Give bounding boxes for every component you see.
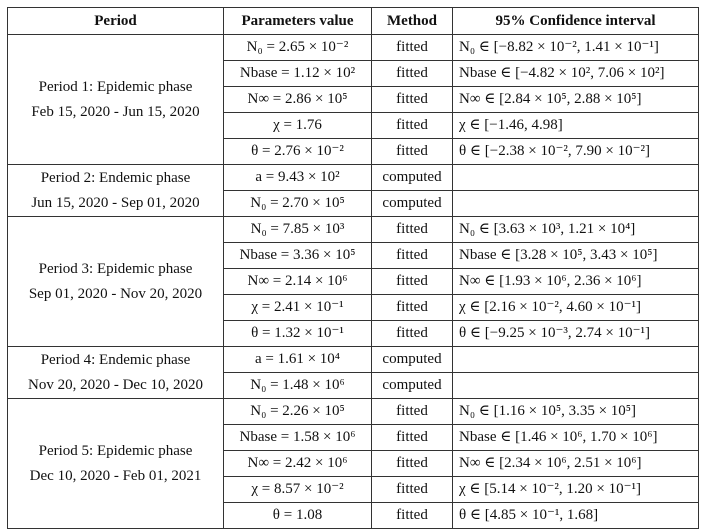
confidence-interval-cell: Nbase ∈ [−4.82 × 10², 7.06 × 10²] [452,60,699,87]
table-body: Period 1: Epidemic phase Feb 15, 2020 - J… [7,34,699,529]
table-row: Period 4: Endemic phase Nov 20, 2020 - De… [7,346,699,399]
period-name: Period 5: Epidemic phase [38,442,193,459]
table-row: θ = 2.76 × 10⁻² fitted θ ∈ [−2.38 × 10⁻², … [8,138,699,165]
table-row: N₀ = 2.70 × 10⁵ computed [8,190,699,217]
method-cell: fitted [371,476,453,503]
period-name: Period 4: Endemic phase [40,351,191,368]
confidence-interval-cell: N₀ ∈ [3.63 × 10³, 1.21 × 10⁴] [452,216,699,243]
header-parameters-value: Parameters value [223,7,372,35]
method-cell: fitted [371,242,453,269]
parameter-value-cell: χ = 8.57 × 10⁻² [223,476,372,503]
parameter-value-cell: χ = 2.41 × 10⁻¹ [223,294,372,321]
parameter-value-cell: a = 1.61 × 10⁴ [223,346,372,373]
parameter-value-cell: Nbase = 1.12 × 10² [223,60,372,87]
method-cell: computed [371,346,453,373]
header-period: Period [7,7,224,35]
period-name: Period 2: Endemic phase [40,169,191,186]
parameter-value-cell: N∞ = 2.86 × 10⁵ [223,86,372,113]
header-method: Method [371,7,453,35]
method-cell: fitted [371,34,453,61]
confidence-interval-cell: N₀ ∈ [−8.82 × 10⁻², 1.41 × 10⁻¹] [452,34,699,61]
confidence-interval-cell: θ ∈ [−9.25 × 10⁻³, 2.74 × 10⁻¹] [452,320,699,347]
confidence-interval-cell: N∞ ∈ [2.34 × 10⁶, 2.51 × 10⁶] [452,450,699,477]
method-cell: fitted [371,320,453,347]
parameter-value-cell: χ = 1.76 [223,112,372,139]
method-cell: fitted [371,216,453,243]
period-name: Period 3: Epidemic phase [38,260,193,277]
period-cell: Period 2: Endemic phase Jun 15, 2020 - Se… [7,164,224,217]
confidence-interval-cell: χ ∈ [2.16 × 10⁻², 4.60 × 10⁻¹] [452,294,699,321]
period-dates: Jun 15, 2020 - Sep 01, 2020 [31,194,200,211]
header-confidence-interval: 95% Confidence interval [452,7,699,35]
method-cell: fitted [371,398,453,425]
period-dates: Nov 20, 2020 - Dec 10, 2020 [28,376,203,393]
confidence-interval-cell [452,372,699,399]
parameter-value-cell: N₀ = 2.70 × 10⁵ [223,190,372,217]
method-cell: fitted [371,424,453,451]
method-cell: fitted [371,86,453,113]
method-cell: fitted [371,268,453,295]
confidence-interval-cell [452,164,699,191]
confidence-interval-cell: Nbase ∈ [1.46 × 10⁶, 1.70 × 10⁶] [452,424,699,451]
method-cell: computed [371,164,453,191]
method-cell: computed [371,190,453,217]
parameter-value-cell: Nbase = 1.58 × 10⁶ [223,424,372,451]
table-row: Period 3: Epidemic phase Sep 01, 2020 - N… [7,216,699,347]
period-dates: Dec 10, 2020 - Feb 01, 2021 [29,467,202,484]
parameter-value-cell: Nbase = 3.36 × 10⁵ [223,242,372,269]
parameters-table: Period Parameters value Method 95% Confi… [7,7,699,529]
method-cell: fitted [371,138,453,165]
table-header: Period Parameters value Method 95% Confi… [7,7,699,35]
confidence-interval-cell: χ ∈ [5.14 × 10⁻², 1.20 × 10⁻¹] [452,476,699,503]
parameter-value-cell: N₀ = 1.48 × 10⁶ [223,372,372,399]
parameter-value-cell: θ = 2.76 × 10⁻² [223,138,372,165]
period-dates: Sep 01, 2020 - Nov 20, 2020 [28,285,203,302]
confidence-interval-cell [452,346,699,373]
confidence-interval-cell [452,190,699,217]
method-cell: fitted [371,294,453,321]
period-name: Period 1: Epidemic phase [38,78,193,95]
period-dates: Feb 15, 2020 - Jun 15, 2020 [31,103,200,120]
period-cell: Period 4: Endemic phase Nov 20, 2020 - De… [7,346,224,399]
parameter-value-cell: N∞ = 2.14 × 10⁶ [223,268,372,295]
method-cell: computed [371,372,453,399]
period-cell: Period 5: Epidemic phase Dec 10, 2020 - F… [7,398,224,529]
table-row: χ = 2.41 × 10⁻¹ fitted χ ∈ [2.16 × 10⁻², 4… [8,294,699,321]
table-row: N∞ = 2.42 × 10⁶ fitted N∞ ∈ [2.34 × 10⁶, 2… [8,450,699,477]
parameter-value-cell: N∞ = 2.42 × 10⁶ [223,450,372,477]
period-cell: Period 3: Epidemic phase Sep 01, 2020 - N… [7,216,224,347]
method-cell: fitted [371,502,453,529]
confidence-interval-cell: N∞ ∈ [2.84 × 10⁵, 2.88 × 10⁵] [452,86,699,113]
parameter-value-cell: N₀ = 2.26 × 10⁵ [223,398,372,425]
parameter-value-cell: a = 9.43 × 10² [223,164,372,191]
table-row: Nbase = 1.12 × 10² fitted Nbase ∈ [−4.82 ×… [8,60,699,87]
parameter-value-cell: N₀ = 2.65 × 10⁻² [223,34,372,61]
method-cell: fitted [371,112,453,139]
table-row: χ = 1.76 fitted χ ∈ [−1.46, 4.98] [8,112,699,139]
parameter-value-cell: N₀ = 7.85 × 10³ [223,216,372,243]
table-row: Nbase = 3.36 × 10⁵ fitted Nbase ∈ [3.28 × … [8,242,699,269]
table-row: Period 5: Epidemic phase Dec 10, 2020 - F… [7,398,699,529]
table-row: N∞ = 2.86 × 10⁵ fitted N∞ ∈ [2.84 × 10⁵, 2… [8,86,699,113]
period-cell: Period 1: Epidemic phase Feb 15, 2020 - J… [7,34,224,165]
confidence-interval-cell: N₀ ∈ [1.16 × 10⁵, 3.35 × 10⁵] [452,398,699,425]
parameter-value-cell: θ = 1.32 × 10⁻¹ [223,320,372,347]
confidence-interval-cell: θ ∈ [−2.38 × 10⁻², 7.90 × 10⁻²] [452,138,699,165]
method-cell: fitted [371,60,453,87]
confidence-interval-cell: N∞ ∈ [1.93 × 10⁶, 2.36 × 10⁶] [452,268,699,295]
parameter-value-cell: θ = 1.08 [223,502,372,529]
table-row: Period 2: Endemic phase Jun 15, 2020 - Se… [7,164,699,217]
confidence-interval-cell: θ ∈ [4.85 × 10⁻¹, 1.68] [452,502,699,529]
table-row: N₀ = 1.48 × 10⁶ computed [8,372,699,399]
confidence-interval-cell: Nbase ∈ [3.28 × 10⁵, 3.43 × 10⁵] [452,242,699,269]
confidence-interval-cell: χ ∈ [−1.46, 4.98] [452,112,699,139]
method-cell: fitted [371,450,453,477]
table-row: θ = 1.32 × 10⁻¹ fitted θ ∈ [−9.25 × 10⁻³, … [8,320,699,347]
table-row: Period 1: Epidemic phase Feb 15, 2020 - J… [7,34,699,165]
header-row: Period Parameters value Method 95% Confi… [7,7,699,35]
